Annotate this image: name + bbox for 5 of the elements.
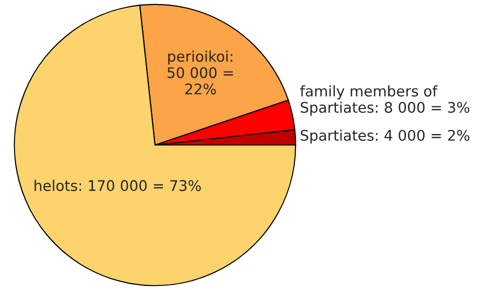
slice-label: family members of Spartiates: 8 000 = 3% (300, 85, 470, 116)
pie-slice (14, 4, 296, 286)
slice-label: helots: 170 000 = 73% (34, 180, 201, 192)
slice-label: Spartiates: 4 000 = 2% (300, 130, 470, 144)
slice-label: perioikoi: 50 000 = 22% (168, 50, 233, 94)
